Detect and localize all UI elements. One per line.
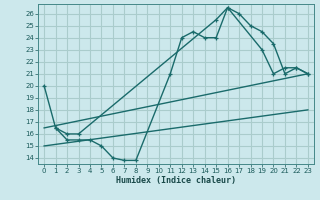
X-axis label: Humidex (Indice chaleur): Humidex (Indice chaleur) bbox=[116, 176, 236, 185]
